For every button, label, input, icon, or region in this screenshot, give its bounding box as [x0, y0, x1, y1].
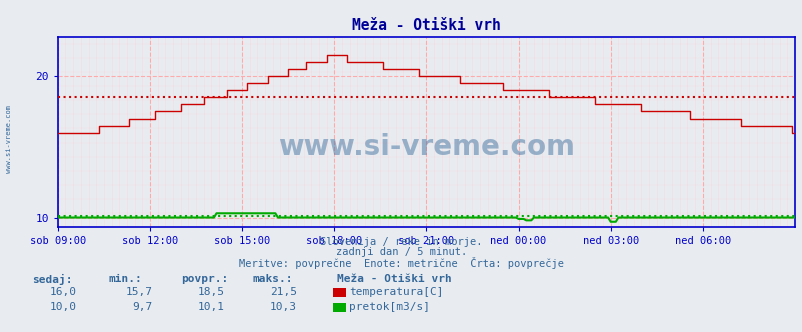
- Text: pretok[m3/s]: pretok[m3/s]: [349, 302, 430, 312]
- Title: Meža - Otiški vrh: Meža - Otiški vrh: [351, 18, 500, 33]
- Text: maks.:: maks.:: [253, 274, 293, 284]
- Text: www.si-vreme.com: www.si-vreme.com: [6, 106, 12, 173]
- Text: www.si-vreme.com: www.si-vreme.com: [277, 133, 574, 161]
- Text: 10,3: 10,3: [269, 302, 297, 312]
- Text: zadnji dan / 5 minut.: zadnji dan / 5 minut.: [335, 247, 467, 257]
- Text: Meža - Otiški vrh: Meža - Otiški vrh: [337, 274, 452, 284]
- Text: 10,0: 10,0: [49, 302, 76, 312]
- Text: min.:: min.:: [108, 274, 142, 284]
- Text: 15,7: 15,7: [125, 287, 152, 297]
- Text: 16,0: 16,0: [49, 287, 76, 297]
- Text: temperatura[C]: temperatura[C]: [349, 287, 444, 297]
- Text: 9,7: 9,7: [132, 302, 152, 312]
- Text: 10,1: 10,1: [197, 302, 225, 312]
- Text: Meritve: povprečne  Enote: metrične  Črta: povprečje: Meritve: povprečne Enote: metrične Črta:…: [239, 257, 563, 269]
- Text: Slovenija / reke in morje.: Slovenija / reke in morje.: [320, 237, 482, 247]
- Text: 18,5: 18,5: [197, 287, 225, 297]
- Text: sedaj:: sedaj:: [32, 274, 72, 285]
- Text: povpr.:: povpr.:: [180, 274, 228, 284]
- Text: 21,5: 21,5: [269, 287, 297, 297]
